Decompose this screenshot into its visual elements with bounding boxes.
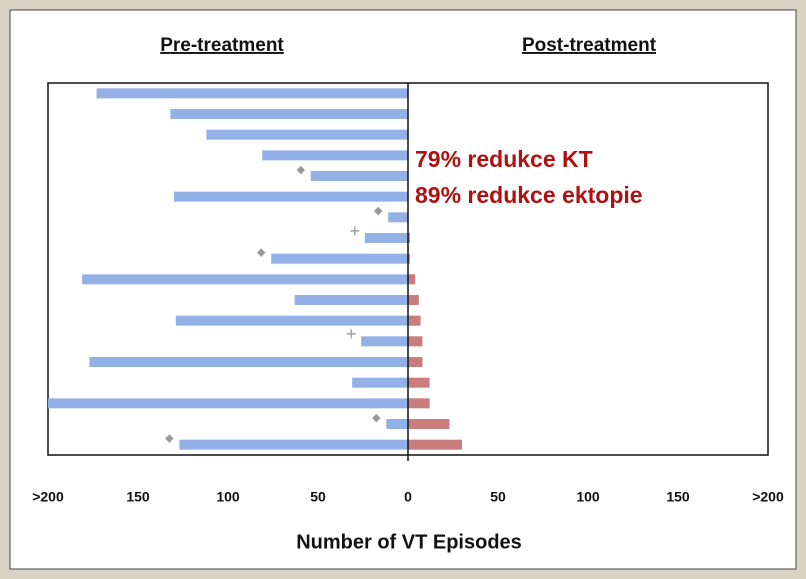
bar: [408, 398, 430, 409]
bar: [206, 129, 408, 140]
bar: [361, 336, 408, 347]
bar: [174, 191, 408, 202]
right-header: Post-treatment: [522, 35, 657, 56]
x-tick-label: 50: [490, 489, 506, 505]
bar: [408, 295, 419, 305]
bar: [408, 336, 423, 347]
marker: ◆: [374, 205, 383, 217]
marker: +: [346, 324, 357, 344]
bar: [408, 253, 410, 264]
marker: +: [350, 221, 361, 241]
bar: [408, 233, 410, 243]
bar: [408, 274, 416, 285]
bar: [294, 295, 408, 305]
bar: [179, 439, 408, 450]
x-tick-label: 100: [216, 489, 240, 505]
annotation: 89% redukce ektopie: [415, 182, 643, 208]
bar: [175, 315, 408, 326]
bar: [408, 439, 462, 450]
bar: [352, 377, 408, 388]
x-tick-label: 150: [666, 489, 690, 505]
panel: [9, 9, 797, 570]
bar: [89, 357, 409, 367]
left-header: Pre-treatment: [160, 35, 284, 56]
marker: ◆: [165, 433, 174, 445]
bar: [408, 315, 421, 326]
marker: ◆: [257, 247, 266, 259]
bar: [408, 357, 423, 367]
bar: [82, 274, 408, 285]
bar: [386, 419, 408, 429]
bar: [96, 88, 408, 99]
bar: [408, 377, 430, 388]
bar: [271, 253, 408, 264]
bar: [170, 109, 408, 119]
bar: [48, 398, 408, 409]
bar: [388, 212, 408, 223]
bar: [408, 419, 450, 429]
bar: [364, 233, 408, 243]
x-tick-label: 150: [126, 489, 150, 505]
x-tick-label: >200: [32, 489, 64, 505]
x-tick-label: 0: [404, 489, 412, 505]
bar: [310, 171, 408, 181]
x-tick-label: 100: [576, 489, 600, 505]
bar: [262, 150, 408, 161]
x-axis-label: Number of VT Episodes: [296, 531, 522, 553]
x-tick-label: 50: [310, 489, 326, 505]
marker: ◆: [297, 164, 306, 176]
marker: ◆: [372, 412, 381, 424]
x-tick-label: >200: [752, 489, 784, 505]
annotation: 79% redukce KT: [415, 146, 593, 172]
